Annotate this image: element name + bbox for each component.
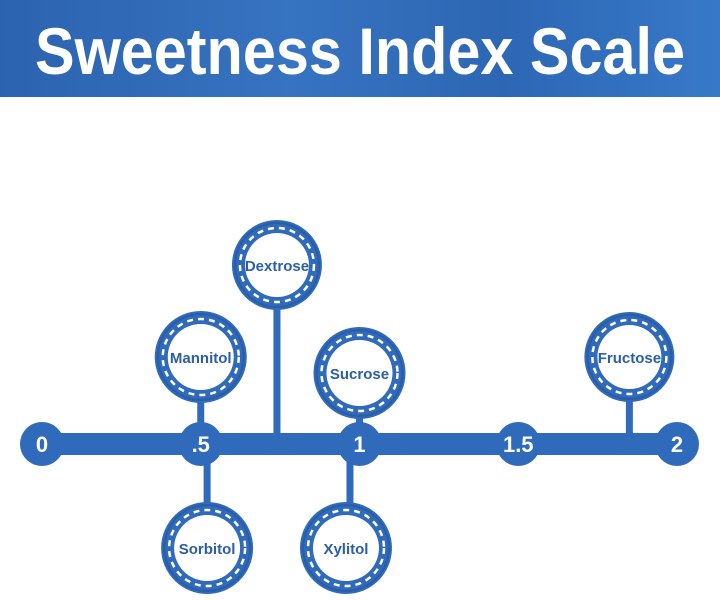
node-inner	[597, 325, 662, 389]
node-label: Sucrose	[330, 366, 389, 383]
node-inner	[326, 340, 393, 406]
node-inner	[167, 324, 234, 390]
node-ring-edge	[156, 313, 245, 401]
node-dashed-stitch	[591, 318, 668, 396]
node-xylitol: Xylitol	[299, 502, 392, 594]
tick-marker	[655, 422, 699, 466]
tick-marker	[496, 422, 541, 466]
node-inner	[174, 515, 241, 581]
node-ring-edge	[163, 504, 252, 592]
node-sucrose: Sucrose	[313, 327, 406, 419]
tick-label: 1.5	[503, 432, 534, 457]
node-dashed-stitch	[167, 508, 247, 588]
node-mannitol: Mannitol	[154, 311, 247, 403]
node-dashed-stitch	[161, 317, 240, 397]
node-inner	[244, 233, 309, 297]
tick-label: .5	[192, 432, 210, 457]
tick-marker	[337, 422, 382, 466]
node-label: Dextrose	[245, 258, 309, 275]
title-svg: Sweetness Index Scale	[35, 14, 685, 88]
node-inner	[312, 515, 379, 581]
tick-label: 2	[671, 432, 683, 457]
node-label: Fructose	[598, 350, 661, 367]
node-ring-edge	[233, 222, 320, 308]
page-title: Sweetness Index Scale	[35, 14, 685, 88]
node-dextrose: Dextrose	[231, 220, 322, 310]
tick-marker	[20, 422, 64, 466]
node-ring-edge	[586, 314, 673, 400]
node-ring-edge	[301, 504, 390, 592]
tick-marker	[178, 422, 223, 466]
node-sorbitol: Sorbitol	[161, 502, 254, 594]
title-banner: Sweetness Index Scale	[0, 0, 720, 97]
tick-label: 1	[353, 432, 365, 457]
node-fructose: Fructose	[584, 312, 675, 402]
node-dashed-stitch	[320, 333, 399, 413]
node-dashed-stitch	[238, 226, 316, 304]
node-dashed-stitch	[306, 508, 386, 588]
node-label: Xylitol	[323, 541, 368, 558]
tick-label: 0	[36, 432, 48, 457]
node-label: Mannitol	[170, 350, 232, 367]
node-label: Sorbitol	[179, 541, 236, 558]
node-ring-edge	[315, 329, 404, 417]
